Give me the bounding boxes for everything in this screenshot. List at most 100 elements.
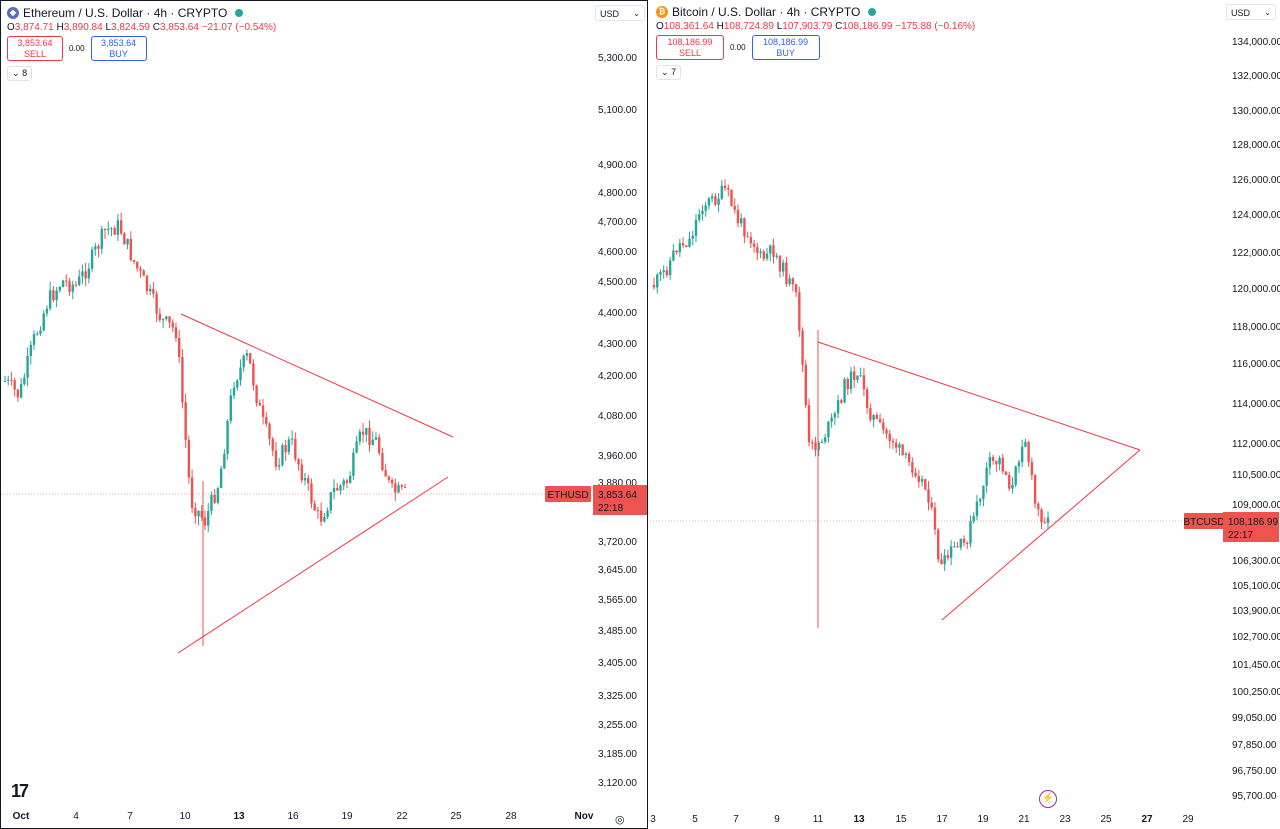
candle-body bbox=[982, 485, 985, 500]
y-tick-label: 95,700.00 bbox=[1232, 791, 1277, 802]
candle-body bbox=[959, 538, 963, 548]
btc-symbol-title[interactable]: Bitcoin / U.S. Dollar · 4h · CRYPTO bbox=[672, 5, 861, 19]
y-tick-label: 4,700.00 bbox=[598, 217, 637, 228]
eth-buy-button[interactable]: 3,853.64 BUY bbox=[90, 36, 147, 61]
y-tick-label: 103,900.00 bbox=[1232, 606, 1280, 617]
candle-body bbox=[261, 405, 265, 417]
candle-body bbox=[181, 357, 184, 403]
btc-ohlc: O108,361.64 H108,724.89 L107,903.79 C108… bbox=[656, 21, 976, 32]
candle-body bbox=[403, 486, 407, 488]
x-tick-label: 19 bbox=[977, 814, 989, 825]
candle-body bbox=[875, 414, 879, 419]
y-tick-label: 112,000.00 bbox=[1232, 439, 1280, 450]
candle-body bbox=[374, 437, 378, 440]
candle-body bbox=[953, 546, 956, 548]
candle-body bbox=[691, 235, 694, 239]
candle-body bbox=[307, 478, 310, 484]
candle-body bbox=[1008, 474, 1011, 489]
ethereum-icon: ◆ bbox=[7, 7, 19, 19]
candle-body bbox=[1017, 462, 1021, 467]
btc-indicators-toggle[interactable]: ⌄ 7 bbox=[656, 65, 682, 80]
candle-body bbox=[662, 270, 665, 273]
y-tick-label: 100,250.00 bbox=[1232, 687, 1280, 698]
x-tick-label: Nov bbox=[575, 811, 594, 822]
candle-body bbox=[297, 459, 300, 465]
candle-body bbox=[995, 460, 998, 465]
candle-body bbox=[290, 438, 294, 440]
lightning-icon[interactable]: ⚡ bbox=[1039, 790, 1057, 808]
candle-body bbox=[878, 418, 882, 423]
candle-body bbox=[55, 290, 58, 301]
candle-body bbox=[943, 555, 946, 565]
candle-body bbox=[1020, 446, 1024, 463]
eth-symbol-title[interactable]: Ethereum / U.S. Dollar · 4h · CRYPTO bbox=[23, 6, 228, 20]
btc-sell-button[interactable]: 108,186.99 SELL bbox=[656, 35, 724, 60]
y-tick-label: 126,000.00 bbox=[1232, 175, 1280, 186]
candle-body bbox=[807, 405, 811, 443]
candle-body bbox=[126, 238, 129, 245]
eth-chart-canvas[interactable]: 5,300.00 5,100.00 4,900.00 4,800.00 4,700.00… bbox=[1, 1, 648, 829]
candle-body bbox=[10, 379, 13, 381]
y-tick-label: 110,500.00 bbox=[1232, 470, 1280, 481]
candle-body bbox=[158, 313, 162, 321]
candle-body bbox=[236, 380, 239, 388]
triangle-upper-trendline bbox=[817, 341, 1141, 451]
candle-body bbox=[361, 431, 365, 435]
eth-spread: 0.00 bbox=[69, 44, 85, 53]
eth-currency-select[interactable]: USD ⌄ bbox=[595, 5, 645, 21]
candle-body bbox=[48, 290, 52, 309]
eth-sell-button[interactable]: 3,853.64 SELL bbox=[7, 36, 63, 61]
candle-body bbox=[45, 308, 49, 314]
candle-body bbox=[727, 188, 730, 190]
eth-chart-panel[interactable]: 5,300.00 5,100.00 4,900.00 4,800.00 4,700.00… bbox=[0, 0, 648, 829]
candle-body bbox=[885, 429, 888, 434]
candle-body bbox=[665, 270, 669, 276]
candle-body bbox=[898, 444, 901, 448]
candle-body bbox=[271, 438, 274, 451]
x-tick-label: 13 bbox=[853, 814, 865, 825]
candle-body bbox=[103, 228, 107, 230]
candle-body bbox=[203, 517, 207, 526]
eth-indicators-toggle[interactable]: ⌄ 8 bbox=[7, 66, 33, 81]
candle-body bbox=[19, 384, 23, 398]
candle-body bbox=[377, 437, 381, 454]
gear-icon[interactable]: ◎ bbox=[615, 814, 625, 826]
candle-body bbox=[29, 344, 33, 356]
y-tick-label: 3,720.00 bbox=[598, 537, 637, 548]
candle-body bbox=[769, 245, 772, 254]
btc-buy-button[interactable]: 108,186.99 BUY bbox=[751, 35, 820, 60]
y-tick-label: 4,200.00 bbox=[598, 371, 637, 382]
candle-body bbox=[97, 246, 100, 249]
y-tick-label: 118,000.00 bbox=[1232, 322, 1280, 333]
candle-body bbox=[739, 218, 743, 224]
y-tick-label: 102,700.00 bbox=[1232, 632, 1280, 643]
candle-body bbox=[1014, 466, 1017, 485]
candle-body bbox=[3, 380, 7, 382]
btc-chart-panel[interactable]: 134,000.00 132,000.00 130,000.00 128,000.00… bbox=[650, 0, 1280, 829]
candle-body bbox=[801, 330, 804, 365]
candle-body bbox=[914, 472, 917, 477]
candle-body bbox=[743, 218, 746, 237]
candle-body bbox=[1037, 503, 1040, 510]
candle-body bbox=[991, 457, 995, 461]
x-tick-label: Oct bbox=[13, 811, 30, 822]
candle-body bbox=[1027, 441, 1030, 463]
last-price-label: 3,853.64 bbox=[598, 490, 637, 501]
candle-body bbox=[904, 453, 908, 456]
y-tick-label: 4,500.00 bbox=[598, 277, 637, 288]
btc-currency-select[interactable]: USD ⌄ bbox=[1226, 4, 1276, 20]
candle-body bbox=[336, 487, 339, 491]
candle-body bbox=[746, 236, 749, 238]
candle-body bbox=[681, 243, 685, 246]
candle-body bbox=[707, 198, 711, 206]
candle-body bbox=[58, 286, 62, 291]
candle-body bbox=[920, 479, 924, 482]
candle-body bbox=[788, 278, 791, 285]
btc-chart-canvas[interactable]: 134,000.00 132,000.00 130,000.00 128,000.00… bbox=[650, 0, 1280, 829]
y-tick-label: 106,300.00 bbox=[1232, 556, 1280, 567]
x-tick-label: 9 bbox=[774, 814, 780, 825]
candle-body bbox=[281, 445, 284, 466]
candle-body bbox=[136, 261, 139, 269]
y-tick-label: 4,080.00 bbox=[598, 411, 637, 422]
candle-body bbox=[823, 437, 827, 442]
